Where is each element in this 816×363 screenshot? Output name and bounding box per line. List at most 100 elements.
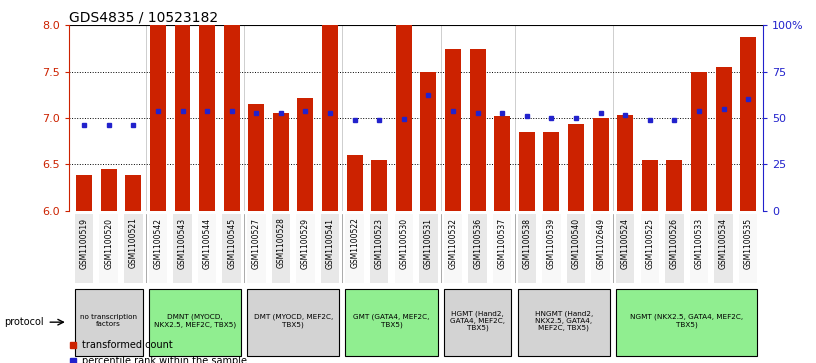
Bar — [542, 214, 561, 283]
Bar — [641, 214, 659, 283]
Bar — [493, 214, 512, 283]
Bar — [690, 214, 708, 283]
Bar — [517, 214, 536, 283]
Text: GSM1100529: GSM1100529 — [301, 218, 310, 269]
Bar — [396, 25, 412, 211]
Bar — [642, 160, 658, 211]
Text: protocol: protocol — [4, 317, 44, 327]
Text: GSM1100530: GSM1100530 — [399, 218, 408, 269]
Text: GSM1100534: GSM1100534 — [719, 218, 728, 269]
Text: GSM1100521: GSM1100521 — [129, 218, 138, 269]
Bar — [716, 67, 732, 211]
Bar — [149, 214, 167, 283]
Bar — [444, 289, 512, 356]
Bar — [714, 214, 733, 283]
Bar — [272, 214, 290, 283]
Text: GSM1100531: GSM1100531 — [424, 218, 433, 269]
Bar — [75, 289, 143, 356]
Bar — [740, 37, 756, 211]
Text: GSM1100519: GSM1100519 — [80, 218, 89, 269]
Text: GSM1100537: GSM1100537 — [498, 218, 507, 269]
Text: NGMT (NKX2.5, GATA4, MEF2C,
TBX5): NGMT (NKX2.5, GATA4, MEF2C, TBX5) — [630, 314, 743, 328]
Text: GSM1100539: GSM1100539 — [547, 218, 556, 269]
Bar — [100, 169, 117, 211]
Text: GSM1100532: GSM1100532 — [449, 218, 458, 269]
Text: GSM1100533: GSM1100533 — [694, 218, 703, 269]
Text: GSM1100523: GSM1100523 — [375, 218, 384, 269]
Text: GSM1100527: GSM1100527 — [252, 218, 261, 269]
Bar — [395, 214, 413, 283]
Text: GSM1100535: GSM1100535 — [743, 218, 752, 269]
Bar — [150, 25, 166, 211]
Bar — [126, 175, 141, 211]
Text: GMT (GATA4, MEF2C,
TBX5): GMT (GATA4, MEF2C, TBX5) — [353, 314, 430, 328]
Bar — [543, 132, 560, 211]
Bar — [667, 160, 682, 211]
Text: GSM1100522: GSM1100522 — [350, 218, 359, 269]
Bar — [616, 289, 757, 356]
Text: GSM1102649: GSM1102649 — [596, 218, 605, 269]
Bar — [419, 214, 437, 283]
Bar — [592, 214, 610, 283]
Text: GSM1100526: GSM1100526 — [670, 218, 679, 269]
Bar — [248, 104, 264, 211]
Bar — [296, 214, 315, 283]
Bar — [223, 214, 241, 283]
Bar — [175, 25, 190, 211]
Bar — [322, 25, 338, 211]
Bar — [470, 49, 486, 211]
Bar — [665, 214, 684, 283]
Bar — [273, 113, 289, 211]
Bar — [100, 214, 118, 283]
Bar — [321, 214, 339, 283]
Bar — [370, 214, 388, 283]
Text: HNGMT (Hand2,
NKX2.5, GATA4,
MEF2C, TBX5): HNGMT (Hand2, NKX2.5, GATA4, MEF2C, TBX5… — [534, 310, 593, 331]
Bar — [345, 289, 437, 356]
Bar — [567, 214, 585, 283]
Text: GSM1100542: GSM1100542 — [153, 218, 162, 269]
Text: GSM1100520: GSM1100520 — [104, 218, 113, 269]
Bar — [197, 214, 216, 283]
Bar — [199, 25, 215, 211]
Text: GSM1100545: GSM1100545 — [227, 218, 236, 269]
Bar — [517, 289, 610, 356]
Text: GSM1100540: GSM1100540 — [571, 218, 580, 269]
Bar — [691, 72, 707, 211]
Text: percentile rank within the sample: percentile rank within the sample — [82, 356, 247, 363]
Text: GSM1100544: GSM1100544 — [202, 218, 211, 269]
Text: DMT (MYOCD, MEF2C,
TBX5): DMT (MYOCD, MEF2C, TBX5) — [254, 314, 333, 328]
Bar — [173, 214, 192, 283]
Bar — [76, 175, 92, 211]
Text: GSM1100543: GSM1100543 — [178, 218, 187, 269]
Text: GSM1100536: GSM1100536 — [473, 218, 482, 269]
Text: GSM1100528: GSM1100528 — [277, 218, 286, 269]
Bar — [149, 289, 241, 356]
Bar — [519, 132, 534, 211]
Text: GSM1100541: GSM1100541 — [326, 218, 335, 269]
Bar — [444, 214, 463, 283]
Bar — [75, 214, 93, 283]
Bar — [247, 214, 265, 283]
Bar — [494, 116, 510, 211]
Text: DMNT (MYOCD,
NKX2.5, MEF2C, TBX5): DMNT (MYOCD, NKX2.5, MEF2C, TBX5) — [153, 314, 236, 328]
Bar — [568, 125, 584, 211]
Bar — [371, 160, 388, 211]
Bar — [124, 214, 143, 283]
Text: no transcription
factors: no transcription factors — [80, 314, 137, 327]
Bar — [617, 115, 633, 211]
Bar — [247, 289, 339, 356]
Bar — [445, 49, 461, 211]
Bar — [345, 214, 364, 283]
Text: GSM1100525: GSM1100525 — [645, 218, 654, 269]
Text: GSM1100524: GSM1100524 — [621, 218, 630, 269]
Text: HGMT (Hand2,
GATA4, MEF2C,
TBX5): HGMT (Hand2, GATA4, MEF2C, TBX5) — [450, 310, 505, 331]
Text: GSM1100538: GSM1100538 — [522, 218, 531, 269]
Bar — [224, 25, 240, 211]
Text: GDS4835 / 10523182: GDS4835 / 10523182 — [69, 10, 219, 24]
Bar — [739, 214, 757, 283]
Bar — [468, 214, 487, 283]
Bar — [616, 214, 635, 283]
Bar — [420, 72, 437, 211]
Bar — [347, 155, 362, 211]
Text: transformed count: transformed count — [82, 340, 173, 350]
